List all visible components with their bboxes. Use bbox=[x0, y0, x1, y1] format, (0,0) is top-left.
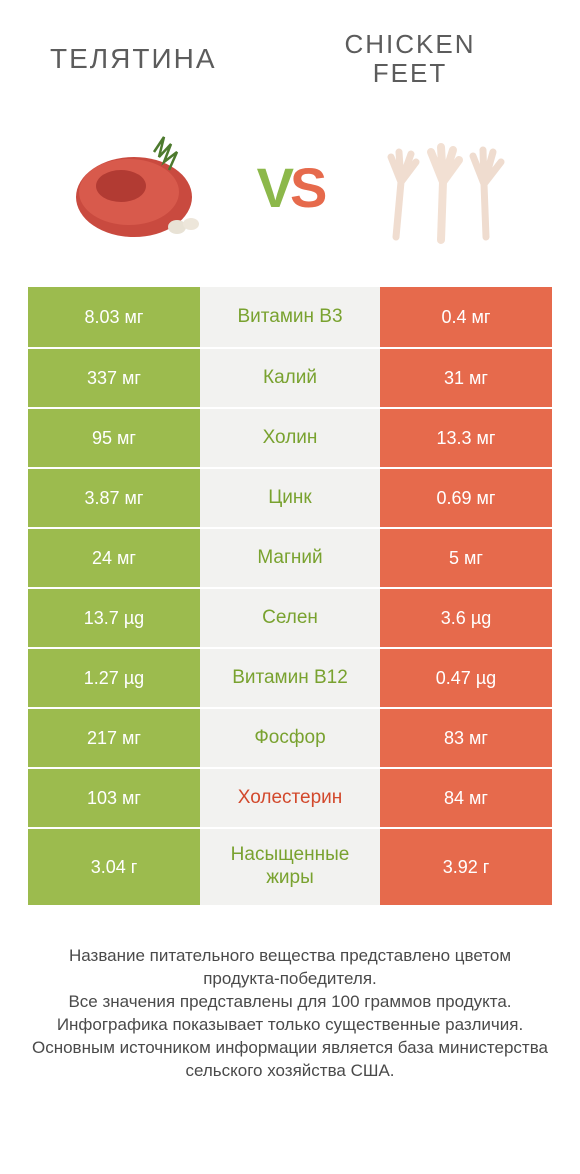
cell-nutrient-label: Фосфор bbox=[200, 709, 380, 767]
header: ТЕЛЯТИНА CHICKEN FEET bbox=[0, 0, 580, 97]
cell-left-value: 103 мг bbox=[28, 769, 200, 827]
title-right: CHICKEN FEET bbox=[290, 30, 530, 87]
cell-right-value: 0.4 мг bbox=[380, 287, 552, 347]
images-row: VS bbox=[0, 97, 580, 287]
footer-line: Все значения представлены для 100 граммо… bbox=[30, 991, 550, 1014]
cell-right-value: 3.6 µg bbox=[380, 589, 552, 647]
title-right-line2: FEET bbox=[290, 59, 530, 88]
cell-right-value: 83 мг bbox=[380, 709, 552, 767]
cell-nutrient-label: Витамин B3 bbox=[200, 287, 380, 347]
veal-image bbox=[59, 122, 219, 252]
table-row: 95 мгХолин13.3 мг bbox=[28, 407, 552, 467]
cell-left-value: 3.87 мг bbox=[28, 469, 200, 527]
cell-nutrient-label: Холестерин bbox=[200, 769, 380, 827]
cell-nutrient-label: Витамин B12 bbox=[200, 649, 380, 707]
cell-right-value: 13.3 мг bbox=[380, 409, 552, 467]
cell-left-value: 13.7 µg bbox=[28, 589, 200, 647]
table-row: 3.87 мгЦинк0.69 мг bbox=[28, 467, 552, 527]
table-row: 337 мгКалий31 мг bbox=[28, 347, 552, 407]
cell-nutrient-label: Магний bbox=[200, 529, 380, 587]
table-row: 103 мгХолестерин84 мг bbox=[28, 767, 552, 827]
footer-line: Основным источником информации является … bbox=[30, 1037, 550, 1083]
table-row: 24 мгМагний5 мг bbox=[28, 527, 552, 587]
table-row: 217 мгФосфор83 мг bbox=[28, 707, 552, 767]
cell-left-value: 3.04 г bbox=[28, 829, 200, 905]
table-row: 3.04 гНасыщенные жиры3.92 г bbox=[28, 827, 552, 905]
cell-left-value: 8.03 мг bbox=[28, 287, 200, 347]
cell-left-value: 1.27 µg bbox=[28, 649, 200, 707]
cell-nutrient-label: Цинк bbox=[200, 469, 380, 527]
cell-nutrient-label: Калий bbox=[200, 349, 380, 407]
table-row: 1.27 µgВитамин B120.47 µg bbox=[28, 647, 552, 707]
cell-nutrient-label: Насыщенные жиры bbox=[200, 829, 380, 905]
table-row: 13.7 µgСелен3.6 µg bbox=[28, 587, 552, 647]
vs-v: V bbox=[257, 156, 290, 219]
cell-right-value: 0.69 мг bbox=[380, 469, 552, 527]
cell-right-value: 3.92 г bbox=[380, 829, 552, 905]
title-left: ТЕЛЯТИНА bbox=[50, 43, 290, 75]
cell-right-value: 5 мг bbox=[380, 529, 552, 587]
cell-nutrient-label: Холин bbox=[200, 409, 380, 467]
cell-left-value: 95 мг bbox=[28, 409, 200, 467]
cell-right-value: 31 мг bbox=[380, 349, 552, 407]
table-row: 8.03 мгВитамин B30.4 мг bbox=[28, 287, 552, 347]
footer-line: Название питательного вещества представл… bbox=[30, 945, 550, 991]
cell-right-value: 0.47 µg bbox=[380, 649, 552, 707]
cell-left-value: 24 мг bbox=[28, 529, 200, 587]
cell-left-value: 337 мг bbox=[28, 349, 200, 407]
vs-s: S bbox=[290, 156, 323, 219]
footer-notes: Название питательного вещества представл… bbox=[0, 905, 580, 1103]
comparison-table: 8.03 мгВитамин B30.4 мг337 мгКалий31 мг9… bbox=[0, 287, 580, 905]
cell-right-value: 84 мг bbox=[380, 769, 552, 827]
title-right-line1: CHICKEN bbox=[290, 30, 530, 59]
cell-nutrient-label: Селен bbox=[200, 589, 380, 647]
cell-left-value: 217 мг bbox=[28, 709, 200, 767]
footer-line: Инфографика показывает только существенн… bbox=[30, 1014, 550, 1037]
chicken-feet-image bbox=[361, 122, 521, 252]
vs-label: VS bbox=[257, 155, 324, 220]
